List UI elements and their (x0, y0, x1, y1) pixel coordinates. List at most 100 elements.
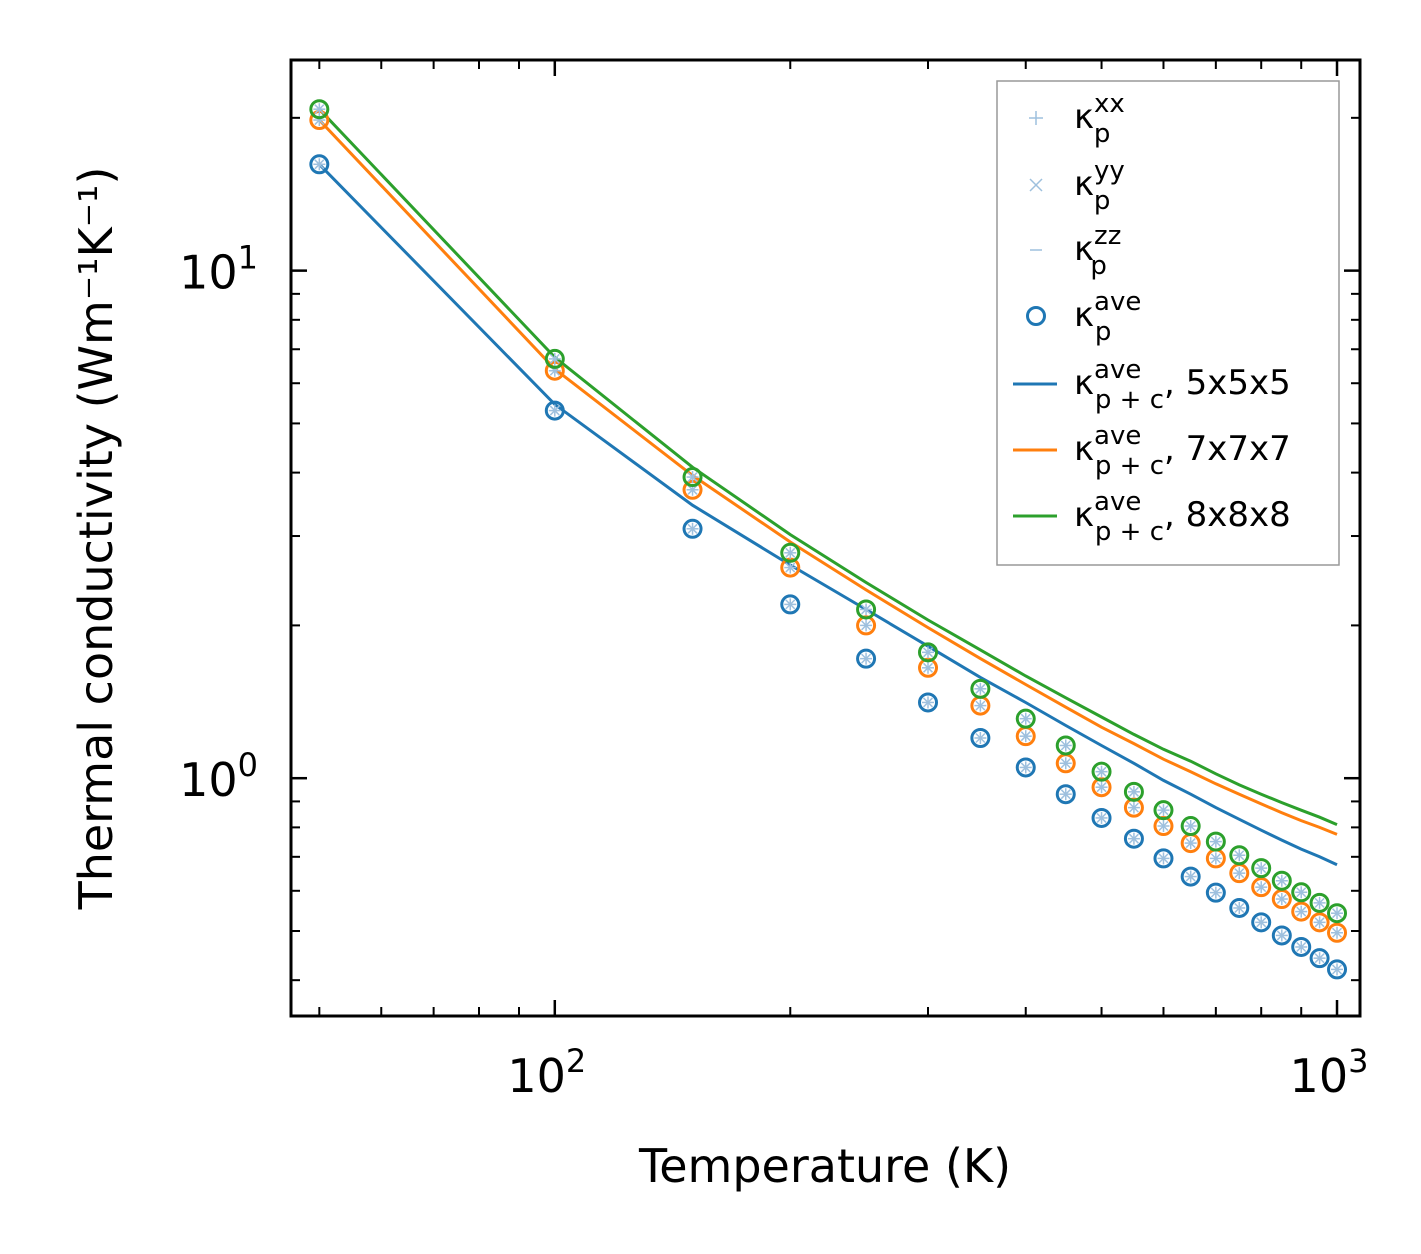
kyy-marker (314, 104, 325, 115)
kyy-marker (1096, 766, 1107, 777)
data-point (780, 542, 801, 563)
data-point (1015, 708, 1036, 729)
data-point (682, 467, 703, 488)
data-point (1327, 959, 1348, 980)
x-tick-label: 103 (1290, 1042, 1369, 1103)
data-point (1327, 922, 1348, 943)
kyy-marker (687, 523, 698, 534)
data-point (1291, 936, 1312, 957)
kyy-marker (861, 604, 872, 615)
kyy-marker (314, 159, 325, 170)
kyy-marker (1331, 908, 1343, 919)
legend-label: κave p + c, 8x8x8 (1074, 487, 1291, 547)
legend-x-marker (1029, 178, 1043, 192)
kyy-marker (1210, 836, 1221, 847)
legend-entry: κxx p (1029, 89, 1125, 149)
kyy-marker (1331, 927, 1343, 938)
data-point (1205, 831, 1226, 852)
data-point (1291, 882, 1312, 903)
kyy-marker (1020, 731, 1031, 742)
kyy-marker (1234, 868, 1245, 879)
kyy-marker (1060, 740, 1071, 751)
legend-entry: κave p + c, 8x8x8 (1013, 487, 1291, 547)
kyy-marker (1158, 853, 1169, 864)
kyy-marker (1210, 853, 1221, 864)
y-axis-label: Thermal conductivity (Wm⁻¹K⁻¹) (69, 167, 123, 911)
legend-frame (996, 80, 1340, 566)
kyy-marker (549, 405, 560, 416)
y-tick-label: 101 (179, 239, 258, 300)
kyy-marker (1128, 786, 1139, 797)
data-point (1055, 784, 1076, 805)
data-point (1327, 903, 1348, 924)
kyy-marker (1296, 906, 1307, 917)
legend-label: κxx p (1074, 89, 1125, 149)
data-point (1309, 948, 1330, 969)
kyy-marker (975, 700, 986, 711)
data-point (1251, 912, 1272, 933)
kyy-marker (1296, 887, 1307, 898)
data-point (1251, 858, 1272, 879)
kyy-marker (861, 653, 872, 664)
data-point (970, 728, 991, 749)
kyy-marker (1128, 833, 1139, 844)
kyy-marker (1296, 941, 1307, 953)
kyy-marker (922, 647, 934, 658)
kyy-marker (1020, 762, 1031, 773)
kyy-marker (861, 620, 872, 631)
data-point (1015, 757, 1036, 778)
kyy-marker (785, 547, 796, 558)
legend-entry: κave p + c, 7x7x7 (1013, 421, 1291, 481)
kyy-marker (785, 562, 796, 573)
data-point (1229, 845, 1250, 866)
data-point (309, 154, 330, 175)
legend-entry: κave p + c, 5x5x5 (1013, 355, 1291, 415)
data-point (918, 642, 939, 663)
kyy-marker (1276, 930, 1287, 941)
kyy-marker (975, 732, 986, 744)
axis-ticks (291, 60, 1360, 1016)
kyy-marker (1210, 887, 1221, 898)
kyy-marker (1020, 713, 1031, 724)
plot-area-data (309, 99, 1348, 980)
data-point (1309, 912, 1330, 933)
kyy-marker (1256, 882, 1267, 893)
data-point (1205, 882, 1226, 903)
kyy-marker (1185, 820, 1196, 832)
kyy-marker (549, 353, 560, 364)
data-point (1271, 925, 1292, 946)
series-line (318, 108, 1338, 826)
kyy-marker (687, 484, 698, 495)
kyy-marker (1256, 917, 1267, 928)
data-point (1091, 807, 1112, 828)
legend-entry: κave p (1026, 287, 1141, 347)
data-point (856, 648, 877, 669)
data-point (1091, 761, 1112, 782)
legend-entry: κzz p (1030, 221, 1121, 281)
kyy-marker (1314, 897, 1325, 908)
data-point (1055, 735, 1076, 756)
tick-labels: 102 103 100 101 (179, 239, 1368, 1103)
series-line (318, 163, 1338, 867)
data-point (544, 400, 565, 421)
data-point (1291, 901, 1312, 922)
kyy-marker (1256, 863, 1267, 874)
data-point (1123, 781, 1144, 802)
data-point (1123, 828, 1144, 849)
series-line (318, 118, 1338, 836)
legend-label: κave p + c, 7x7x7 (1074, 421, 1291, 481)
data-point (1251, 877, 1272, 898)
kyy-marker (1276, 875, 1287, 886)
kyy-marker (1096, 812, 1107, 823)
legend-label: κzz p (1074, 221, 1121, 281)
kyy-marker (1128, 802, 1139, 813)
data-point (970, 678, 991, 699)
kyy-marker (975, 683, 986, 694)
data-point (780, 557, 801, 578)
kyy-marker (1234, 902, 1245, 914)
data-point (1180, 866, 1201, 887)
kyy-marker (1331, 964, 1343, 975)
data-point (1153, 800, 1174, 821)
